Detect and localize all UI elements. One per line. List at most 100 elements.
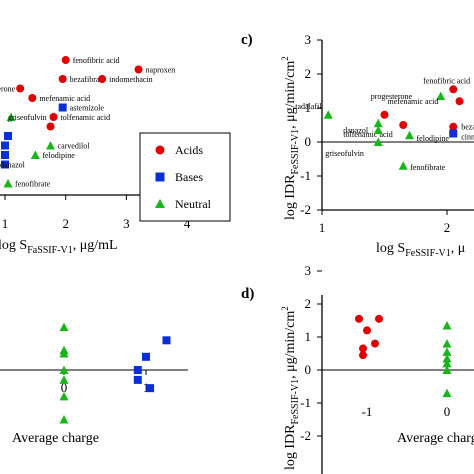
panel-a-point-base <box>58 103 67 112</box>
panel-b-point-neutral <box>59 365 69 374</box>
panel-c-y-label: log IDRFeSSIF-V1, μg/min/cm2 <box>280 56 301 220</box>
panel-b-point-neutral <box>59 375 69 384</box>
panel-a-x-tick-label: 4 <box>184 216 191 231</box>
panel-a-point-base <box>4 132 13 140</box>
panel-c-point-label: cinn <box>461 133 474 142</box>
legend: Acids Bases Neutral <box>139 132 231 222</box>
panel-c-point-label: progesterone <box>371 92 413 101</box>
panel-c-point-neutral <box>373 118 383 128</box>
panel-d-point-neutral <box>442 365 452 374</box>
panel-c-point-acid <box>380 110 389 119</box>
legend-acid-marker <box>155 145 165 155</box>
panel-c-point-acid <box>399 121 408 129</box>
panel-a-point-label: astemizole <box>70 104 105 113</box>
panel-a-point-label: griseofulvin <box>8 113 47 122</box>
panel-b-point-neutral <box>59 391 69 401</box>
legend-box <box>139 132 231 222</box>
panel-a-point-acid <box>46 122 55 131</box>
panel-c-y-tick-label: 2 <box>305 66 312 81</box>
panel-a-point-neutral <box>46 141 56 150</box>
panel-c-point-neutral <box>436 91 446 101</box>
panel-c-y-tick-label: 1 <box>305 100 312 115</box>
panel-a-point-label: indomethacin <box>109 75 153 84</box>
panel-c-point-neutral <box>373 137 383 146</box>
panel-a-point-acid <box>16 84 25 93</box>
panel-c-point-label: griseofulvin <box>325 149 364 158</box>
panel-c-point-label: felodipine <box>417 134 450 143</box>
panel-d-point-acid <box>375 314 383 323</box>
panel-b-point-base <box>162 336 171 345</box>
panel-a-x-label: log SFaSSIF-V1, μg/mL <box>0 238 118 256</box>
panel-a-point-base <box>1 151 9 159</box>
panel-d-y-label: log IDRFeSSIF-V1, μg/min/cm2 <box>280 306 301 470</box>
panel-d-x-label: Average charg <box>397 431 474 446</box>
panel-a-point-neutral <box>3 179 13 188</box>
panel-c-point-label: tadalafil <box>295 102 322 111</box>
panel-c-point-acid <box>449 122 458 131</box>
panel-a-point-label: tolfenamic acid <box>61 113 111 122</box>
panel-a-point-label: mefenamic acid <box>39 94 90 103</box>
panel-a-point-acid <box>134 65 143 74</box>
panel-a-point-label: progesterone <box>0 85 16 94</box>
panel-a-point-acid <box>49 113 58 121</box>
panel-d-point-neutral <box>442 339 452 348</box>
panel-a-x-tick-label: 2 <box>62 216 69 231</box>
panel-a-point-acid <box>58 75 67 83</box>
panel-d-y-tick-label: 2 <box>305 296 312 311</box>
legend-base-marker <box>155 172 165 182</box>
legend-bases: Bases <box>175 170 203 184</box>
panel-b-x-label: Average charge <box>12 431 99 446</box>
panel-c-y-tick-label: 0 <box>305 134 312 149</box>
panel-b-point-base <box>142 352 150 361</box>
panel-a-point-label: felodipine <box>42 151 75 160</box>
panel-a-point-label: bezafibrate <box>70 75 106 84</box>
panel-c: c) -2 -1 0 1 2 3 1 2 fenofibric acid progesteron… <box>241 32 474 259</box>
panel-c-x-label: log SFeSSIF-V1, μ <box>376 241 465 259</box>
panel-c-point-neutral <box>323 110 333 119</box>
panel-c-x-tick-label: 1 <box>319 220 326 235</box>
panel-a-point-acid <box>28 94 37 102</box>
panel-d-y-tick-label: -2 <box>300 428 311 443</box>
panel-b: 0 1 Average charge <box>0 322 188 446</box>
panel-a-point-acid <box>61 56 70 64</box>
panel-d-point-neutral <box>442 353 452 363</box>
panel-a-x-tick-label: 1 <box>2 216 9 231</box>
panel-c-point-label: danazol <box>343 126 369 135</box>
panel-b-point-base <box>133 375 142 384</box>
panel-d: d) -2 -1 0 1 2 3 -1 0 log IDRFeSSIF-V1, μg/min/… <box>241 263 474 474</box>
panel-c-point-neutral <box>405 130 414 140</box>
panel-c-point-base <box>449 129 458 138</box>
panel-d-point-neutral <box>442 320 452 330</box>
panel-a-point-neutral <box>6 112 16 121</box>
panel-a-point-label: carvedilol <box>58 142 91 151</box>
panel-b-point-base <box>146 384 155 393</box>
panel-label-d: d) <box>241 286 254 302</box>
panel-c-point-neutral <box>398 161 408 170</box>
panel-a-x-tick-label: 3 <box>123 216 130 231</box>
panel-a-point-acid <box>98 75 107 83</box>
panel-a-point-base <box>1 160 9 169</box>
panel-d-point-neutral <box>442 388 452 398</box>
panel-a-point-neutral <box>30 150 40 159</box>
panel-c-point-label: tolfenamic acid <box>343 130 393 139</box>
legend-neutral-marker <box>155 199 165 208</box>
panel-c-point-label: mefenamic acid <box>388 97 439 106</box>
panel-c-point-neutral <box>373 125 383 135</box>
panel-d-point-acid <box>363 326 371 335</box>
panel-c-y-tick-label: -1 <box>300 168 311 183</box>
legend-neutral: Neutral <box>175 197 212 211</box>
panel-c-x-tick-label: 2 <box>444 220 451 235</box>
panel-label-c: c) <box>241 32 253 48</box>
panel-d-point-neutral <box>442 358 452 368</box>
panel-b-x-tick-label: 1 <box>143 380 150 395</box>
panel-b-point-neutral <box>59 415 69 424</box>
panel-c-y-tick-label: 3 <box>305 32 312 47</box>
panel-c-point-label: fenofibrate <box>410 163 446 172</box>
panel-a: 1 2 3 4 fenofibric acid naproxen bezafibrate i… <box>0 56 231 256</box>
legend-acids: Acids <box>175 143 203 157</box>
panel-a-point-label: fenofibrate <box>15 180 51 189</box>
panel-d-point-neutral <box>442 347 452 356</box>
panel-d-point-acid <box>355 314 363 323</box>
panel-d-y-tick-label: -1 <box>300 395 311 410</box>
